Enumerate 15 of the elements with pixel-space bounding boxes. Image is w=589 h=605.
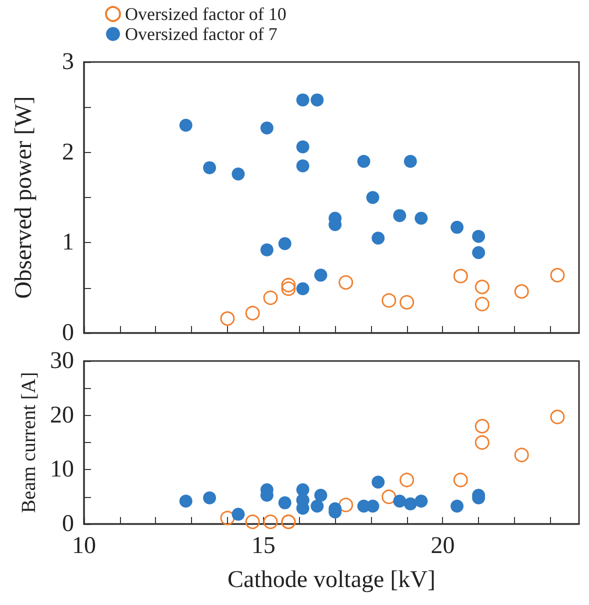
x-tick-label: 20 [430, 533, 455, 559]
y-tick-label: 1 [62, 230, 74, 256]
y-tick-label: 3 [62, 49, 74, 75]
x-axis-title: Cathode voltage [kV] [228, 567, 436, 593]
y-tick-label: 10 [50, 456, 74, 483]
y-tick-label: 0 [62, 320, 74, 346]
y-tick-label: 0 [62, 511, 74, 537]
y-tick-label: 30 [50, 348, 74, 374]
x-tick-label: 15 [251, 533, 276, 559]
legend-label: Oversized factor of 10 [125, 4, 286, 24]
y-tick-label: 2 [62, 139, 74, 166]
y-axis-title: Beam current [A] [18, 372, 40, 514]
y-tick-label: 20 [50, 402, 74, 428]
y-axis-title: Observed power [W] [11, 96, 37, 299]
legend-label: Oversized factor of 7 [125, 24, 278, 44]
